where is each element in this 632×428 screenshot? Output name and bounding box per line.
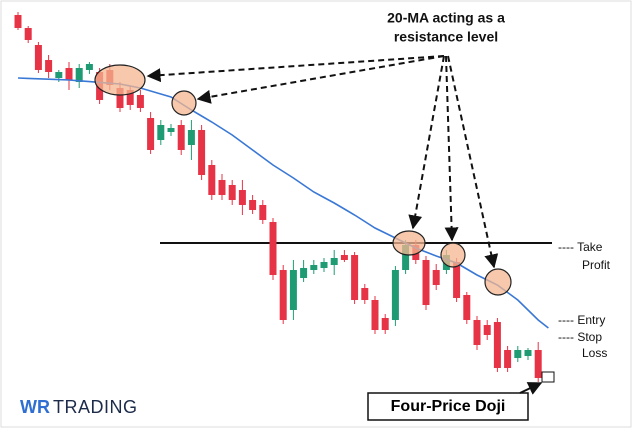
candle-body [187, 130, 195, 145]
arrow [447, 55, 499, 269]
candle-body [198, 130, 206, 175]
highlight-circle [94, 64, 146, 96]
candle-body [167, 128, 175, 132]
candle-body [177, 125, 185, 150]
candle-body [75, 68, 83, 82]
candle-body [402, 245, 410, 270]
candle-body [381, 318, 389, 330]
candle-body [361, 288, 369, 300]
annotation: 20-MA acting as a [387, 10, 505, 26]
candle-body [391, 270, 399, 320]
candle-body [14, 15, 22, 28]
arrow [444, 55, 459, 242]
candle-body [269, 222, 277, 275]
logo-text: TRADING [53, 397, 138, 417]
candle-body [24, 28, 32, 40]
candle-body [85, 64, 93, 70]
level-label: ---- Entry [558, 313, 605, 327]
candle-body [473, 320, 481, 345]
candle-body [126, 90, 134, 105]
candle-body [534, 350, 542, 378]
candle-body [55, 72, 63, 78]
level-label: Loss [582, 346, 607, 360]
candle-body [320, 262, 328, 268]
candle-body [208, 165, 216, 195]
candle-body [493, 322, 501, 368]
candle-body [340, 255, 348, 260]
candle-body [249, 200, 257, 210]
doji-arrow [519, 382, 543, 395]
highlight-circle [392, 230, 426, 256]
highlight-circle [171, 90, 197, 116]
doji-label: Four-Price Doji [391, 398, 506, 415]
candle-body [351, 255, 359, 300]
level-label: ---- Take [558, 240, 603, 254]
candle-body [453, 262, 461, 298]
candle-body [34, 45, 42, 70]
candle-body [228, 185, 236, 200]
candle-body [432, 270, 440, 285]
candle-body [463, 295, 471, 320]
candle-body [422, 260, 430, 305]
candle-body [310, 265, 318, 270]
highlight-circle [440, 242, 466, 268]
candle-body [45, 60, 53, 72]
candle-body [238, 190, 246, 205]
logo-mark: WR [20, 397, 50, 417]
candle-body [65, 68, 73, 80]
candle-body [524, 350, 532, 356]
candle-body [136, 95, 144, 108]
candle-body [157, 125, 165, 140]
candle-body [371, 300, 379, 330]
candle-body [483, 325, 491, 335]
candle-body [504, 350, 512, 368]
arrow [408, 55, 445, 230]
arrow [146, 55, 445, 83]
doji-label-box [367, 392, 529, 421]
level-label: ---- Stop [558, 330, 602, 344]
level-label: Profit [582, 258, 611, 272]
candle-body [279, 270, 287, 320]
candle-body [147, 118, 155, 150]
highlight-circle [484, 268, 512, 296]
doji-box [541, 371, 555, 383]
candle-body [300, 268, 308, 278]
candle-body [289, 270, 297, 310]
arrows [146, 55, 499, 269]
highlights [94, 64, 512, 296]
arrow [196, 55, 445, 104]
candle-body [116, 88, 124, 108]
candle-body [259, 205, 267, 220]
annotation: resistance level [394, 29, 498, 45]
candle-body [330, 258, 338, 265]
candle-body [514, 350, 522, 358]
candle-body [218, 180, 226, 195]
